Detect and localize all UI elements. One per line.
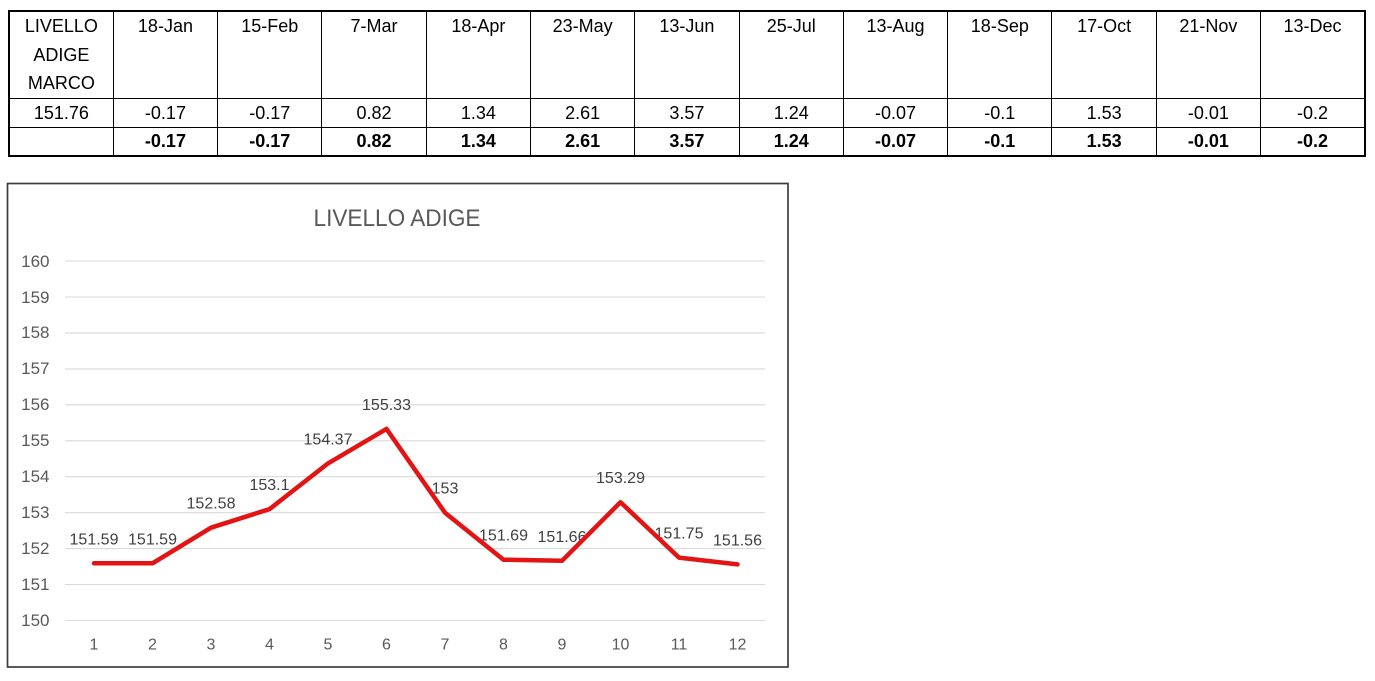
svg-text:157: 157 [21, 359, 49, 378]
svg-text:154.37: 154.37 [304, 431, 353, 448]
svg-text:159: 159 [21, 288, 49, 307]
svg-text:5: 5 [324, 637, 333, 654]
svg-text:151.59: 151.59 [128, 531, 177, 548]
svg-text:1: 1 [90, 637, 99, 654]
svg-text:152: 152 [21, 539, 49, 558]
svg-text:151.69: 151.69 [479, 528, 528, 545]
svg-text:153: 153 [432, 481, 459, 498]
svg-text:151.66: 151.66 [538, 529, 587, 546]
svg-text:153.1: 153.1 [249, 477, 289, 494]
svg-text:151.59: 151.59 [70, 531, 119, 548]
svg-text:LIVELLO ADIGE: LIVELLO ADIGE [314, 205, 481, 232]
svg-text:10: 10 [612, 637, 630, 654]
svg-text:12: 12 [729, 637, 747, 654]
svg-text:3: 3 [207, 637, 216, 654]
svg-text:152.58: 152.58 [187, 496, 236, 513]
svg-text:7: 7 [441, 637, 450, 654]
svg-text:9: 9 [558, 637, 567, 654]
svg-text:11: 11 [671, 637, 688, 654]
svg-text:158: 158 [21, 323, 49, 342]
svg-text:154: 154 [21, 467, 49, 486]
svg-text:4: 4 [265, 637, 274, 654]
svg-text:6: 6 [382, 637, 391, 654]
svg-text:153: 153 [21, 503, 49, 522]
svg-text:150: 150 [21, 611, 49, 630]
svg-text:8: 8 [499, 637, 508, 654]
svg-text:160: 160 [21, 252, 49, 271]
svg-text:2: 2 [148, 637, 157, 654]
svg-text:153.29: 153.29 [596, 470, 645, 487]
svg-text:155: 155 [21, 431, 49, 450]
svg-text:156: 156 [21, 395, 49, 414]
svg-text:151.56: 151.56 [713, 532, 762, 549]
svg-text:151.75: 151.75 [655, 526, 704, 543]
svg-text:151: 151 [21, 575, 49, 594]
svg-text:155.33: 155.33 [362, 397, 411, 414]
